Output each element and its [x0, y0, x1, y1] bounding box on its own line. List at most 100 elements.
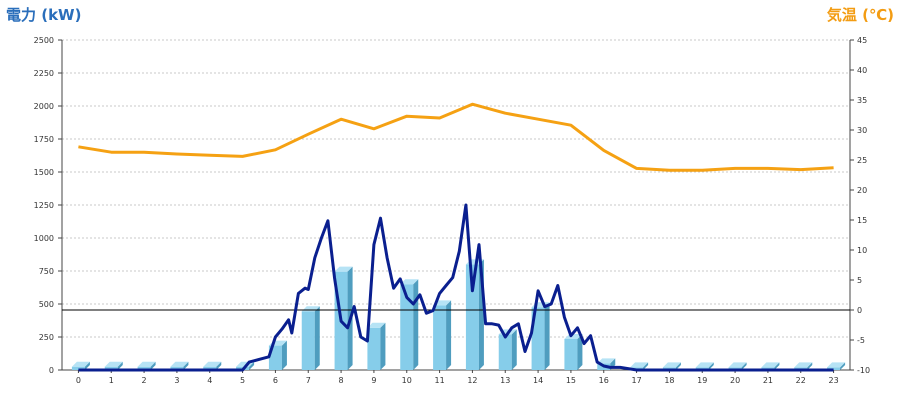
bar-side: [150, 361, 156, 370]
x-tick-label: 0: [76, 376, 81, 385]
left-tick-label: 1750: [34, 135, 54, 144]
x-tick-label: 11: [434, 376, 444, 385]
left-tick-label: 250: [39, 333, 54, 342]
bar-top: [367, 322, 386, 328]
bar: [203, 366, 217, 370]
bar-side: [413, 279, 419, 370]
x-tick-label: 1: [109, 376, 114, 385]
right-tick-label: 15: [857, 216, 867, 225]
bar-top: [794, 362, 813, 368]
right-tick-label: -5: [857, 336, 865, 345]
x-tick-label: 14: [533, 376, 543, 385]
x-tick-label: 15: [566, 376, 576, 385]
x-tick-label: 10: [402, 376, 412, 385]
bar-side: [380, 322, 386, 370]
right-tick-label: -10: [857, 366, 870, 375]
bar: [104, 366, 118, 370]
x-tick-label: 5: [240, 376, 245, 385]
bar-side: [183, 361, 189, 370]
bar: [498, 334, 512, 370]
bar: [433, 305, 447, 370]
bar-top: [695, 362, 714, 368]
bar-side: [675, 362, 681, 370]
bar: [170, 366, 184, 370]
x-tick-label: 2: [142, 376, 147, 385]
bar-top: [564, 333, 583, 339]
right-tick-label: 35: [857, 96, 867, 105]
power-line: [78, 203, 834, 372]
x-tick-label: 9: [371, 376, 376, 385]
bar-side: [774, 362, 780, 370]
x-tick-label: 17: [631, 376, 641, 385]
bar: [268, 345, 282, 370]
bar: [564, 338, 578, 370]
x-tick-label: 20: [730, 376, 740, 385]
right-tick-label: 10: [857, 246, 867, 255]
bar-side: [708, 362, 714, 370]
x-tick-label: 4: [207, 376, 212, 385]
left-tick-label: 1000: [34, 234, 54, 243]
bar: [71, 366, 85, 370]
left-axis-title: 電力 (kW): [6, 6, 82, 24]
x-tick-label: 22: [796, 376, 806, 385]
bar-side: [511, 329, 517, 370]
x-tick-label: 16: [599, 376, 609, 385]
x-tick-label: 19: [697, 376, 707, 385]
x-tick-label: 13: [500, 376, 510, 385]
right-tick-label: 20: [857, 186, 867, 195]
x-tick-label: 7: [306, 376, 311, 385]
bar-top: [827, 362, 846, 368]
bar-top: [334, 266, 353, 272]
bar-top: [137, 361, 156, 367]
bar-side: [84, 361, 90, 370]
left-tick-label: 1250: [34, 201, 54, 210]
bar-side: [643, 362, 649, 370]
bar-side: [249, 361, 255, 370]
right-tick-label: 5: [857, 276, 862, 285]
bar-top: [662, 362, 681, 368]
bar-side: [741, 362, 747, 370]
bar-top: [728, 362, 747, 368]
bar-top: [170, 361, 189, 367]
bar-side: [446, 300, 452, 370]
right-tick-label: 25: [857, 156, 867, 165]
x-tick-label: 21: [763, 376, 773, 385]
left-tick-label: 2250: [34, 69, 54, 78]
bar: [137, 366, 151, 370]
left-tick-label: 500: [39, 300, 54, 309]
left-tick-label: 0: [49, 366, 54, 375]
bar-side: [281, 340, 287, 370]
x-tick-label: 8: [339, 376, 344, 385]
bar-side: [840, 362, 846, 370]
bar-side: [216, 361, 222, 370]
bar-side: [544, 302, 550, 370]
bar-top: [761, 362, 780, 368]
bar-top: [203, 361, 222, 367]
left-tick-label: 2500: [34, 36, 54, 45]
right-axis-title: 気温 (℃): [826, 6, 894, 24]
right-tick-label: 0: [857, 306, 862, 315]
bar: [400, 284, 414, 370]
right-tick-label: 30: [857, 126, 867, 135]
bar: [301, 311, 315, 370]
right-tick-label: 40: [857, 66, 867, 75]
bar-top: [597, 358, 616, 364]
x-tick-label: 3: [174, 376, 179, 385]
left-tick-label: 1500: [34, 168, 54, 177]
temperature-line: [78, 102, 834, 172]
bar: [531, 307, 545, 370]
x-tick-label: 23: [828, 376, 838, 385]
bar: [367, 327, 381, 370]
left-tick-label: 750: [39, 267, 54, 276]
bar-top: [630, 362, 649, 368]
bar-top: [104, 361, 123, 367]
x-tick-label: 6: [273, 376, 278, 385]
x-tick-label: 12: [467, 376, 477, 385]
right-tick-label: 45: [857, 36, 867, 45]
left-tick-label: 2000: [34, 102, 54, 111]
x-tick-label: 18: [664, 376, 674, 385]
bar-side: [807, 362, 813, 370]
bar-top: [71, 361, 90, 367]
